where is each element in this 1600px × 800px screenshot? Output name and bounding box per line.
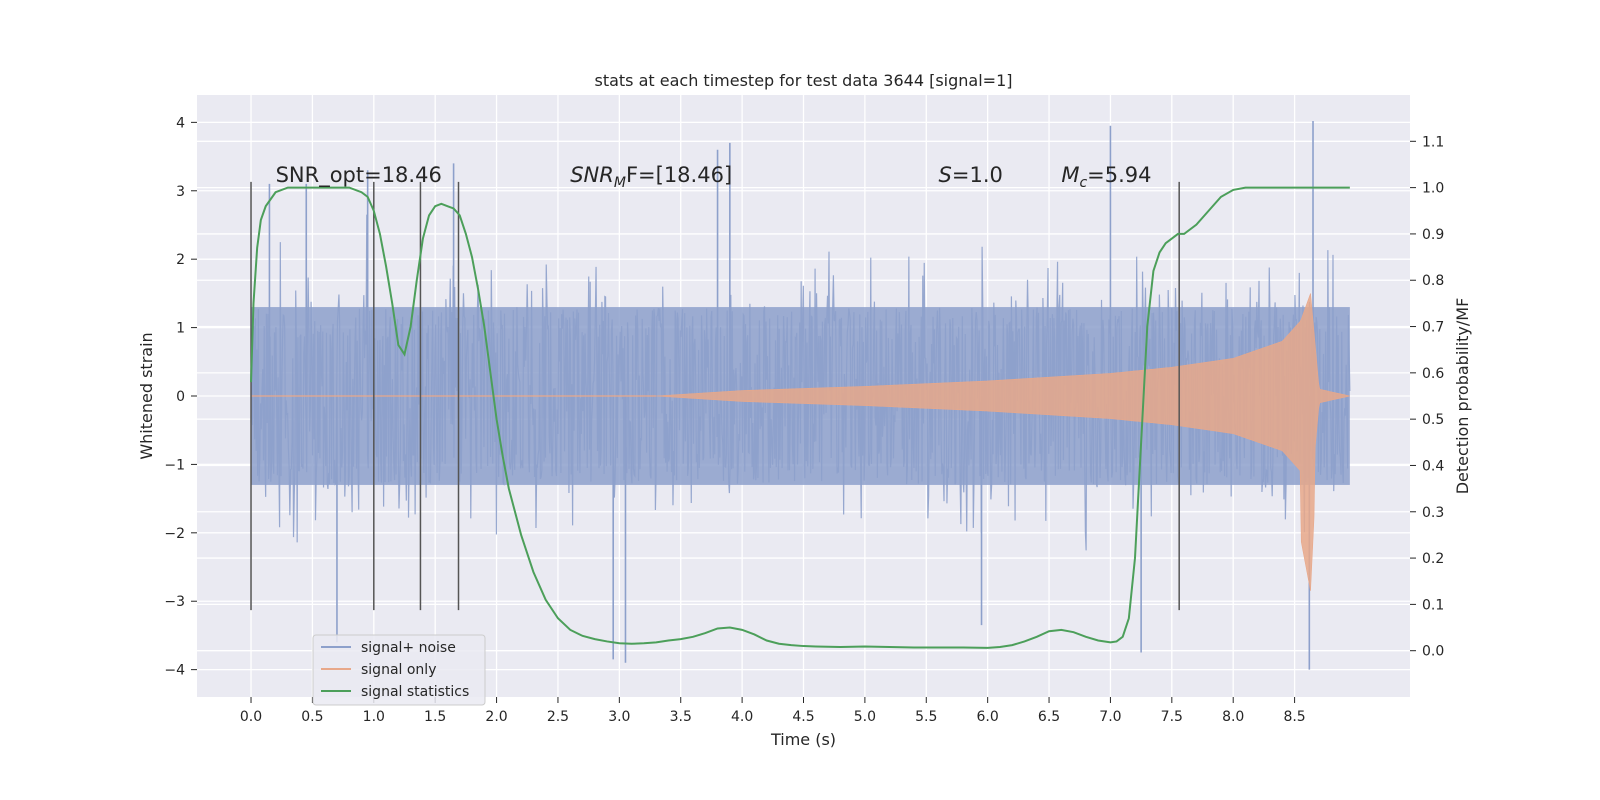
signal-only-series (251, 293, 1350, 591)
legend: signal+ noise signal only signal statistic… (312, 634, 486, 706)
signal-statistics-series (250, 186, 1350, 649)
y2-tick-label: 1.1 (1422, 134, 1444, 150)
y2-tick-label: 0.8 (1422, 273, 1444, 289)
legend-label: signal only (361, 662, 436, 678)
y-tick-label: 4 (176, 115, 185, 131)
annotation-1: SNRMF=[18.46] (570, 163, 732, 191)
annotation-2: S=1.0 (939, 163, 1003, 187)
x-tick-label: 1.0 (363, 709, 385, 725)
annotation-3: Mc=5.94 (1061, 163, 1151, 191)
y2-tick-label: 0.2 (1422, 551, 1444, 567)
y-tick-label: 1 (176, 321, 185, 337)
chart-title: stats at each timestep for test data 364… (594, 71, 1012, 90)
annotation-0: SNR_opt=18.46 (276, 163, 442, 188)
y-tick-label: −4 (164, 663, 185, 679)
y2-axis-label: Detection probability/MF (1453, 298, 1472, 495)
x-tick-label: 7.5 (1161, 709, 1183, 725)
y-tick-label: −2 (164, 526, 185, 542)
y-tick-label: −1 (164, 457, 185, 473)
x-tick-label: 2.0 (485, 709, 507, 725)
legend-box (312, 634, 486, 706)
y2-tick-label: 0.3 (1422, 505, 1444, 521)
x-tick-label: 4.0 (731, 709, 753, 725)
x-tick-label: 6.0 (977, 709, 999, 725)
x-axis-ticks: 0.0 0.5 1.0 1.5 2.0 2.5 3.0 3.5 4.0 4.5 5.0 5.5 6.0 6… (240, 697, 1306, 725)
x-tick-label: 7.0 (1099, 709, 1121, 725)
x-tick-label: 6.5 (1038, 709, 1060, 725)
y2-tick-label: 0.9 (1422, 227, 1444, 243)
x-tick-label: 0.5 (301, 709, 323, 725)
x-tick-label: 5.5 (915, 709, 937, 725)
y2-tick-label: 0.1 (1422, 597, 1444, 613)
y-axis-ticks: −4 −3 −2 −1 0 1 2 3 4 (164, 115, 197, 679)
y-tick-label: 0 (176, 389, 185, 405)
y2-tick-label: 0.5 (1422, 412, 1444, 428)
x-tick-label: 3.5 (670, 709, 692, 725)
x-tick-label: 8.5 (1283, 709, 1305, 725)
annotations: SNR_opt=18.46 SNRMF=[18.46] S=1.0 Mc=5.94 (276, 163, 1152, 191)
legend-label: signal+ noise (361, 640, 456, 656)
x-axis-label: Time (s) (770, 730, 836, 749)
y2-tick-label: 0.7 (1422, 320, 1444, 336)
signal-statistics-line (250, 186, 1350, 649)
x-tick-label: 0.0 (240, 709, 262, 725)
y2-tick-label: 1.0 (1422, 181, 1444, 197)
y-tick-label: 3 (176, 184, 185, 200)
x-tick-label: 8.0 (1222, 709, 1244, 725)
signal-only-envelope (656, 293, 1350, 591)
x-tick-label: 2.5 (547, 709, 569, 725)
y2-tick-label: 0.4 (1422, 458, 1444, 474)
vertical-markers (250, 181, 1180, 611)
y2-tick-label: 0.6 (1422, 366, 1444, 382)
y2-tick-label: 0.0 (1422, 644, 1444, 660)
x-tick-label: 4.5 (792, 709, 814, 725)
y-axis-label: Whitened strain (137, 332, 156, 459)
y-tick-label: 2 (176, 252, 185, 268)
legend-label: signal statistics (361, 684, 469, 700)
x-tick-label: 5.0 (854, 709, 876, 725)
x-tick-label: 1.5 (424, 709, 446, 725)
x-tick-label: 3.0 (608, 709, 630, 725)
y2-axis-ticks: 0.0 0.1 0.2 0.3 0.4 0.5 0.6 0.7 0.8 0.9 1.0 1.1 (1410, 134, 1444, 660)
y-tick-label: −3 (164, 594, 185, 610)
